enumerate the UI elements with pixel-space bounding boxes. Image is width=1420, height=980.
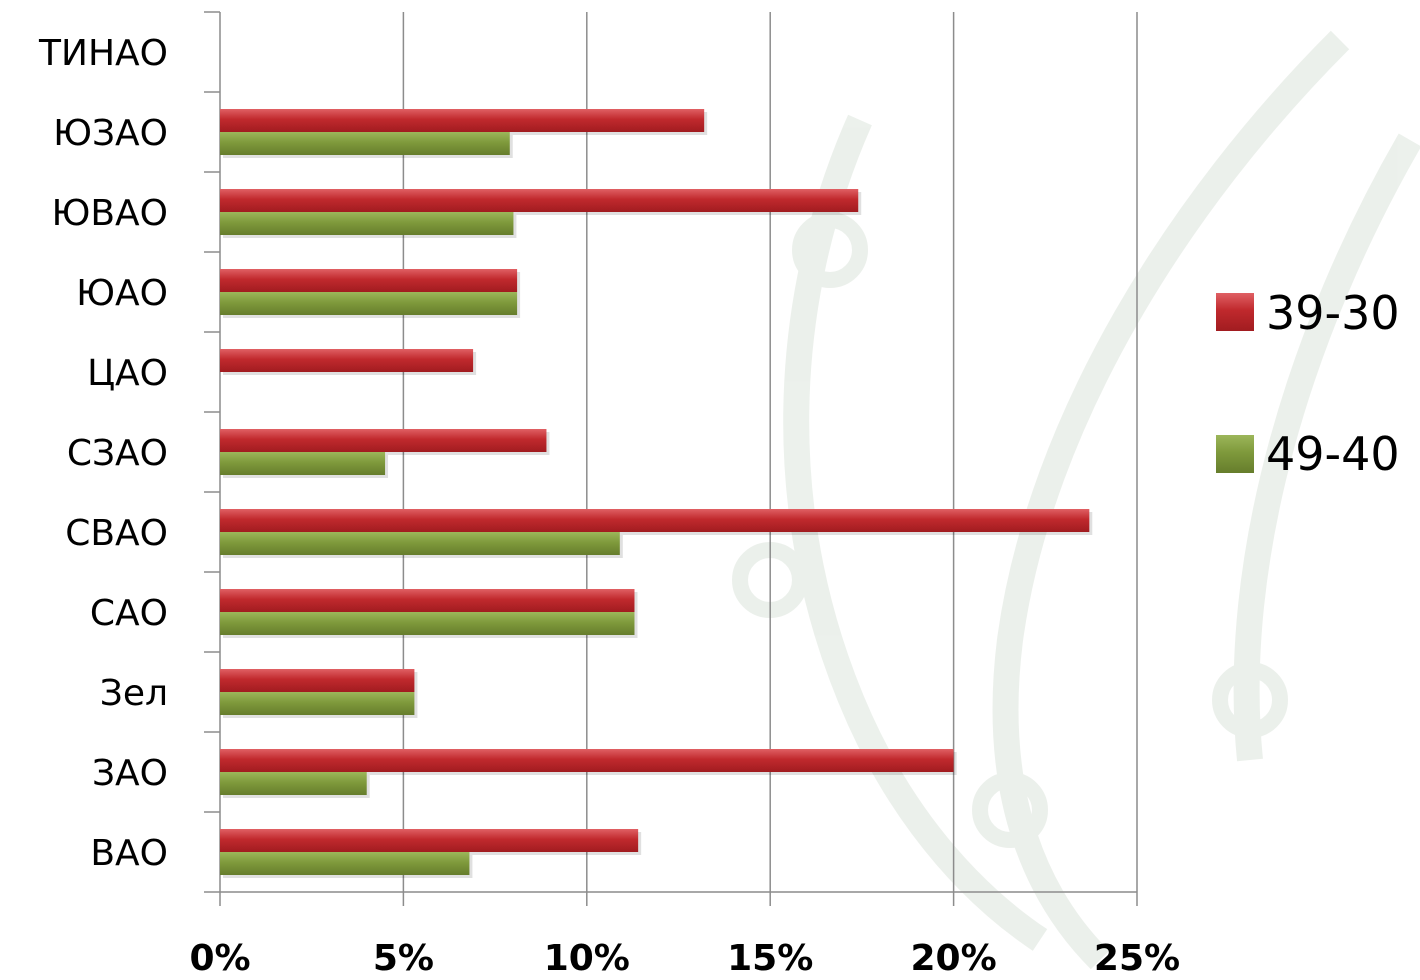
bar-49-40-ЗАО [220,772,367,795]
bar-39-30-ЗАО [220,749,954,772]
bar-49-40-ЮЗАО [220,132,510,155]
legend-swatch-49-40 [1216,435,1254,473]
x-tick-labels: 0% 5% 10% 15% 20% 25% [189,938,1180,979]
legend: 39-30 49-40 [1216,286,1400,481]
category-label: СЗАО [67,433,168,474]
category-label: ЮВАО [51,193,168,234]
category-label: ТИНАО [38,33,168,74]
category-label: САО [90,593,168,634]
bar-39-30-ВАО [220,829,639,852]
category-label: ЦАО [87,353,168,394]
bar-39-30-Зел [220,669,415,692]
x-tick-label: 20% [911,938,997,979]
background-watermark [732,30,1420,970]
bar-49-40-СВАО [220,532,620,555]
x-tick-label: 25% [1094,938,1180,979]
bar-39-30-ЮВАО [220,189,859,212]
x-tick-label: 5% [373,938,434,979]
category-label: ЮЗАО [53,113,168,154]
bar-39-30-ЦАО [220,349,474,372]
bar-49-40-САО [220,612,635,635]
category-label: Зел [100,673,168,714]
x-tick-label: 10% [544,938,630,979]
bar-39-30-СВАО [220,509,1090,532]
bar-49-40-СЗАО [220,452,386,475]
legend-label-39-30: 39-30 [1266,286,1400,340]
category-label: СВАО [65,513,168,554]
category-label: ЗАО [92,753,168,794]
bar-49-40-Зел [220,692,415,715]
x-tick-label: 0% [189,938,250,979]
legend-swatch-39-30 [1216,293,1254,331]
bar-39-30-ЮАО [220,269,518,292]
category-label: ЮАО [76,273,168,314]
bar-49-40-ЮАО [220,292,518,315]
bars [220,109,1093,878]
bar-39-30-САО [220,589,635,612]
bar-39-30-ЮЗАО [220,109,705,132]
x-tick-label: 15% [727,938,813,979]
bar-39-30-СЗАО [220,429,547,452]
bar-49-40-ВАО [220,852,470,875]
legend-label-49-40: 49-40 [1266,427,1400,481]
category-label: ВАО [90,833,168,874]
category-labels: ТИНАО ЮЗАО ЮВАО ЮАО ЦАО СЗАО СВАО САО Зел ЗАО ВАО [38,33,168,874]
bar-49-40-ЮВАО [220,212,514,235]
